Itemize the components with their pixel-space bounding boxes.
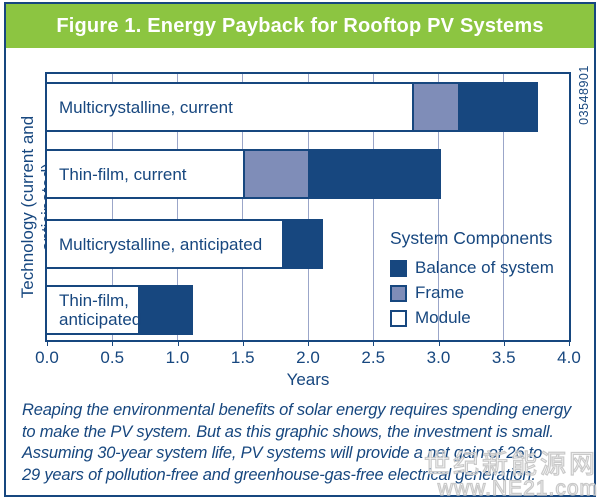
figure-number: 03548901 [577,65,591,125]
x-axis-tick-label: 0.0 [35,348,59,367]
legend-item-balance-of-system: Balance of system [390,258,554,278]
stacked-bar-thin-film-current: Thin-film, current [45,149,441,199]
figure-title: Figure 1. Energy Payback for Rooftop PV … [56,14,544,37]
bar-segment-module [47,84,413,130]
x-axis-tick [308,342,309,346]
x-axis-tick [503,342,505,346]
bar-category-label: Multicrystalline, anticipated [59,234,263,254]
plot-gridline [177,74,178,340]
x-axis-tick-label: 3.0 [426,348,451,367]
x-axis-tick [373,342,375,346]
bar-segment-balance-of-system [458,84,537,130]
x-axis-tick [112,342,114,346]
legend-item-label: Frame [415,283,465,302]
x-axis-tick-label: 1.0 [165,348,190,367]
plot-gridline [503,74,505,340]
legend-items: Balance of system Frame Module [390,258,554,328]
x-axis-tick-label: 0.5 [100,348,125,367]
bar-segment-module [47,221,282,267]
legend-swatch-frame [390,284,407,302]
bar-segment-module [47,151,243,197]
bar-segment-frame [242,151,308,197]
bar-category-label: Thin-film, current [59,164,187,184]
plot-area: System Components Balance of system Frame… [45,72,571,342]
x-axis-tick-label: 3.5 [491,348,516,367]
legend-swatch-balance-of-system [390,259,407,277]
watermark-url-text: www.NE21.com [437,477,598,500]
stacked-bar-multicrystalline-anticipated: Multicrystalline, anticipated [45,219,324,269]
stacked-bar-thin-film-anticipated: Thin-film, anticipated [45,285,193,335]
watermark: 世纪新能源网 www.NE21.com [423,449,598,500]
plot-gridline [111,74,113,340]
caption-line: Assuming 30-year system life, PV systems… [22,444,543,462]
plot-gridline [372,74,374,340]
x-axis-tick [47,342,48,346]
x-axis-tick [569,342,570,346]
bar-category-label: Multicrystalline, current [59,97,233,117]
legend-item-module: Module [390,308,554,328]
x-axis-tick-label: 4.0 [557,348,581,367]
x-axis-title: Years [286,370,330,389]
x-axis-tick-label: 2.5 [361,348,386,367]
figure-panel: Figure 1. Energy Payback for Rooftop PV … [4,2,596,497]
caption-line: 29 years of pollution-free and greenhous… [22,465,536,484]
x-axis-tick [177,342,179,346]
legend-item-label: Balance of system [415,258,554,277]
caption-line: Reaping the environmental benefits of so… [22,401,572,419]
bar-category-label: Thin-film, anticipated [59,291,142,329]
x-axis-tick-label: 2.0 [296,348,320,367]
figure-title-bar: Figure 1. Energy Payback for Rooftop PV … [6,4,594,48]
bar-segment-balance-of-system [138,287,191,333]
legend-item-label: Module [415,308,471,327]
legend-item-frame: Frame [390,283,554,303]
plot-gridline [242,74,244,340]
plot-gridline [438,74,439,340]
legend-title: System Components [390,228,553,248]
x-axis-tick [242,342,244,346]
bar-segment-frame [412,84,459,130]
caption-line: to make the PV system. But as this graph… [22,422,554,441]
stacked-bar-multicrystalline-current: Multicrystalline, current [45,82,539,132]
plot-gridline [307,74,309,340]
y-axis-label: Technology (current and anticipated) [18,115,57,299]
bar-segment-balance-of-system [281,221,322,267]
x-axis-tick [438,342,440,346]
figure-caption: Reaping the environmental benefits of so… [22,400,571,486]
watermark-cjk-text: 世纪新能源网 [423,449,598,479]
bar-segment-module [47,287,139,333]
bar-segment-balance-of-system [308,151,439,197]
x-axis-tick-label: 1.5 [230,348,255,367]
legend-swatch-module [390,309,407,327]
legend: System Components Balance of system Frame… [390,228,554,333]
